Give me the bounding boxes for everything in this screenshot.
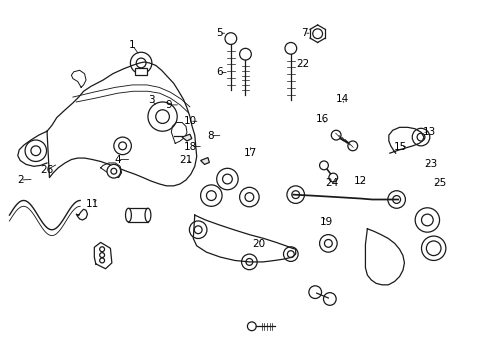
Text: 22: 22 [296, 59, 309, 69]
Bar [135, 68, 147, 75]
Text: 11: 11 [85, 199, 99, 209]
Text: 18: 18 [184, 141, 197, 152]
Text: 10: 10 [183, 116, 196, 126]
Text: 12: 12 [353, 176, 366, 186]
Text: 6: 6 [215, 67, 222, 77]
Text: 5: 5 [215, 28, 222, 38]
Text: 7: 7 [300, 28, 306, 38]
Text: 17: 17 [243, 148, 257, 158]
Text: 2: 2 [17, 175, 23, 185]
Text: 14: 14 [335, 94, 348, 104]
Circle shape [114, 137, 131, 155]
Circle shape [239, 48, 251, 60]
Ellipse shape [145, 208, 151, 222]
Text: 8: 8 [206, 131, 213, 141]
Text: 23: 23 [423, 159, 436, 168]
Text: 13: 13 [422, 127, 435, 137]
Circle shape [328, 173, 337, 182]
Text: 26: 26 [41, 165, 54, 175]
Circle shape [319, 161, 328, 170]
Text: 21: 21 [179, 154, 192, 165]
Text: 15: 15 [393, 141, 407, 152]
Circle shape [285, 42, 296, 54]
Text: 9: 9 [165, 100, 172, 110]
Ellipse shape [125, 208, 131, 222]
Text: 4: 4 [114, 154, 121, 165]
Text: 1: 1 [129, 40, 135, 50]
Text: 16: 16 [315, 113, 328, 123]
Text: 19: 19 [319, 217, 332, 227]
Text: 25: 25 [432, 179, 445, 188]
Circle shape [330, 130, 340, 140]
Circle shape [347, 141, 357, 151]
Text: 20: 20 [252, 239, 265, 249]
Bar [128, 208, 148, 222]
Text: 24: 24 [325, 179, 338, 188]
Circle shape [107, 165, 121, 178]
Circle shape [247, 322, 256, 331]
Circle shape [224, 33, 236, 44]
Polygon shape [200, 158, 209, 165]
Text: 3: 3 [148, 95, 155, 105]
Polygon shape [182, 134, 191, 141]
